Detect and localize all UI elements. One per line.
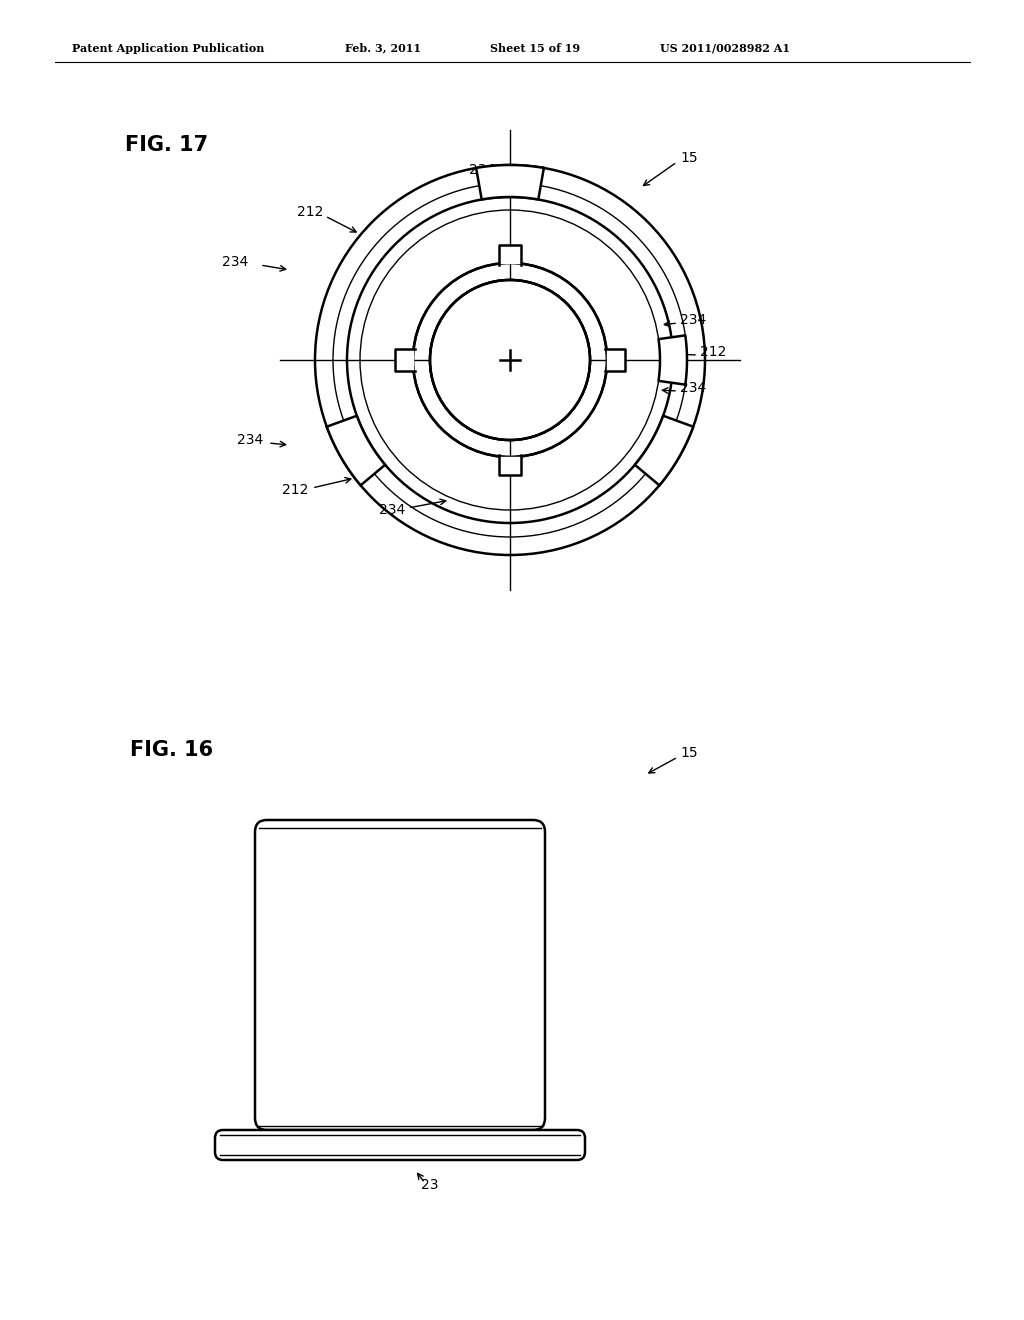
Text: 212: 212: [297, 205, 324, 219]
Polygon shape: [607, 348, 625, 371]
Polygon shape: [635, 416, 693, 486]
Polygon shape: [499, 457, 521, 475]
Text: 234: 234: [469, 162, 496, 177]
Text: US 2011/0028982 A1: US 2011/0028982 A1: [660, 42, 790, 54]
Polygon shape: [476, 165, 544, 199]
Polygon shape: [499, 246, 521, 263]
Circle shape: [431, 281, 589, 440]
Text: 234: 234: [222, 255, 248, 269]
Polygon shape: [395, 348, 413, 371]
FancyBboxPatch shape: [255, 820, 545, 1130]
Text: 234: 234: [680, 381, 707, 395]
Text: Feb. 3, 2011: Feb. 3, 2011: [345, 42, 421, 54]
Polygon shape: [658, 335, 687, 384]
FancyBboxPatch shape: [215, 1130, 585, 1160]
Text: 212: 212: [282, 483, 308, 498]
Text: FIG. 17: FIG. 17: [125, 135, 208, 154]
Polygon shape: [327, 416, 385, 486]
Text: 212: 212: [700, 345, 726, 359]
Text: 23: 23: [421, 1177, 438, 1192]
Text: 234: 234: [680, 313, 707, 327]
Text: Sheet 15 of 19: Sheet 15 of 19: [490, 42, 581, 54]
Text: 234: 234: [379, 503, 406, 517]
Text: 15: 15: [680, 746, 697, 760]
Text: 234: 234: [237, 433, 263, 447]
Text: Patent Application Publication: Patent Application Publication: [72, 42, 264, 54]
Text: 15: 15: [680, 150, 697, 165]
Text: FIG. 16: FIG. 16: [130, 741, 213, 760]
